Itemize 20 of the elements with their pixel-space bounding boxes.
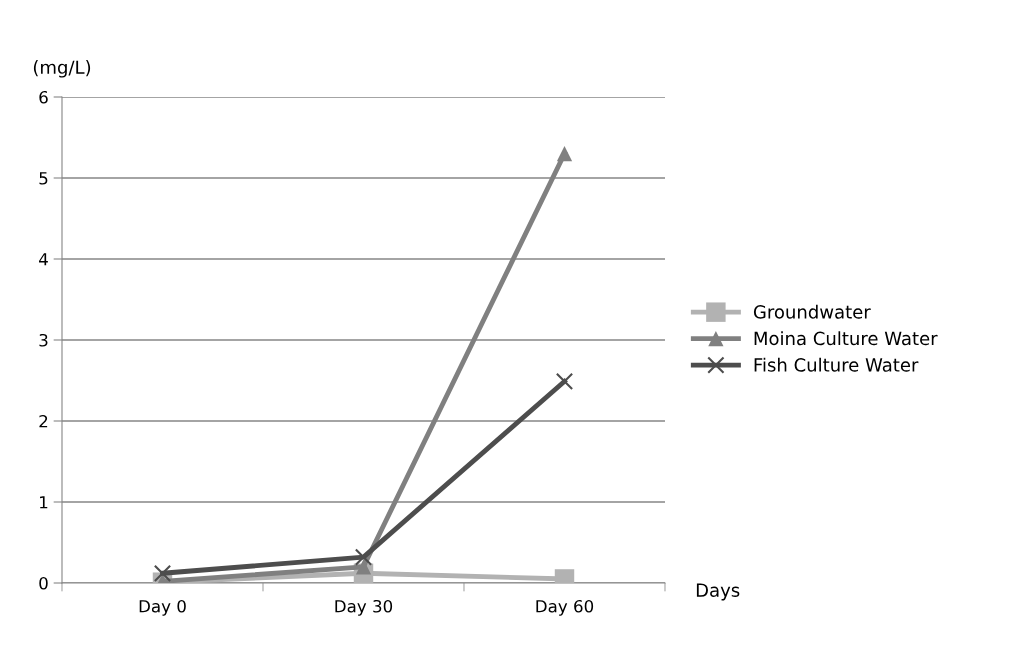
legend-label: Moina Culture Water (754, 331, 938, 346)
x-tick-label: Day 60 (536, 599, 594, 616)
legend-label: Groundwater (753, 304, 871, 319)
x-tick-label: Day 0 (139, 599, 186, 616)
y-tick-label: 3 (39, 333, 48, 347)
y-axis-title: (mg/L) (33, 60, 91, 78)
point (556, 146, 573, 162)
y-tick-label: 0 (39, 576, 48, 590)
y-tick-label: 4 (39, 253, 48, 266)
x-axis-title: Days (696, 583, 740, 601)
x-tick-label: Day 30 (335, 599, 393, 616)
point (355, 559, 372, 575)
y-tick-label: 2 (39, 414, 48, 428)
y-tick-label: 5 (39, 172, 48, 185)
y-tick-label: 6 (39, 90, 48, 104)
y-tick-label: 1 (40, 496, 48, 509)
point (555, 372, 574, 390)
legend-label: Fish Culture Water (754, 357, 919, 372)
point (153, 564, 172, 582)
point (354, 548, 373, 566)
